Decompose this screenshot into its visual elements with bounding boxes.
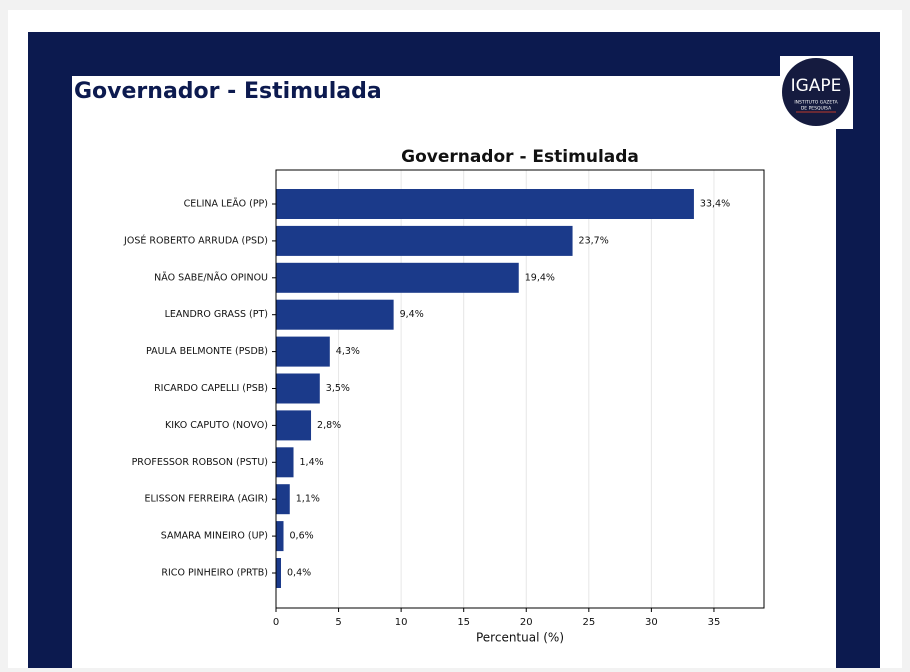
value-label: 0,6% [290, 531, 314, 542]
x-tick-label: 5 [335, 617, 341, 628]
logo-line: DE PESQUISA [801, 106, 832, 112]
axes-frame [275, 169, 765, 609]
chart-title: Governador - Estimulada [401, 147, 639, 167]
x-tick-label: 10 [395, 617, 408, 628]
bar [276, 225, 573, 256]
value-label: 0,4% [287, 568, 311, 579]
plot: 0 5 10 15 20 25 30 35 CELINA LEÃO (PP) 33,4% JOSÉ … [123, 170, 730, 628]
y-tick-label: LEANDRO GRASS (PT) [165, 309, 268, 320]
y-tick-label: CELINA LEÃO (PP) [184, 199, 268, 210]
x-tick-label: 30 [645, 617, 658, 628]
value-label: 19,4% [525, 272, 555, 283]
x-axis-label: Percentual (%) [476, 631, 564, 645]
y-tick-label: PROFESSOR ROBSON (PSTU) [132, 457, 268, 468]
logo-line: INSTITUTO GAZETA [794, 100, 838, 106]
value-label: 2,8% [317, 420, 341, 431]
value-label: 1,4% [300, 457, 324, 468]
value-label: 9,4% [400, 309, 424, 320]
bar [276, 262, 519, 293]
y-tick-label: KIKO CAPUTO (NOVO) [165, 420, 268, 431]
x-tick-label: 25 [582, 617, 595, 628]
y-tick-label: JOSÉ ROBERTO ARRUDA (PSD) [123, 234, 268, 246]
y-tick-label: SAMARA MINEIRO (UP) [161, 531, 268, 542]
value-label: 23,7% [579, 235, 609, 246]
logo-name: IGAPE [791, 76, 842, 96]
value-label: 3,5% [326, 383, 350, 394]
value-label: 1,1% [296, 494, 320, 505]
value-label: 33,4% [700, 199, 730, 210]
logo-circle [782, 58, 850, 126]
bar [276, 373, 320, 404]
x-tick-label: 35 [708, 617, 721, 628]
bar [276, 336, 330, 367]
y-tick-label: PAULA BELMONTE (PSDB) [146, 346, 268, 357]
y-tick-label: NÃO SABE/NÃO OPINOU [154, 272, 268, 283]
x-tick-label: 20 [520, 617, 533, 628]
bar [276, 521, 284, 552]
x-tick-label: 0 [273, 617, 279, 628]
y-tick-label: ELISSON FERREIRA (AGIR) [145, 494, 268, 505]
bar [276, 189, 694, 219]
bar [276, 558, 282, 588]
header-title: Governador - Estimulada [74, 79, 382, 104]
bar [276, 410, 312, 441]
bar [276, 447, 294, 478]
value-label: 4,3% [336, 346, 360, 357]
y-tick-label: RICARDO CAPELLI (PSB) [154, 383, 268, 394]
x-tick-label: 15 [457, 617, 470, 628]
panel [72, 76, 836, 668]
bar [276, 299, 394, 330]
bar [276, 484, 290, 515]
y-tick-label: RICO PINHEIRO (PRTB) [161, 568, 268, 579]
